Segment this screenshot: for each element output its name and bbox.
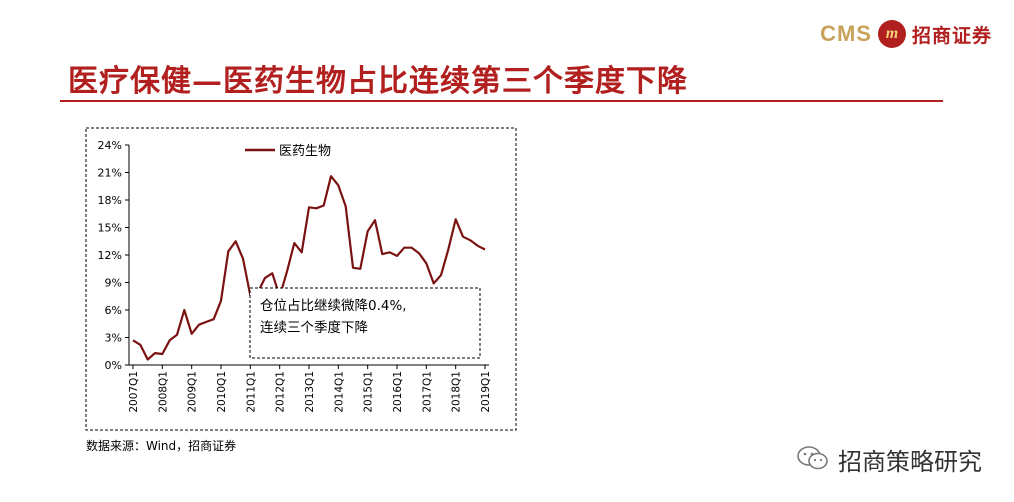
annotation-line1: 仓位占比继续微降0.4%,	[260, 298, 407, 314]
x-tick-label: 2010Q1	[216, 371, 228, 413]
chart-frame	[85, 127, 517, 431]
x-axis: 2007Q1 2008Q1 2009Q1 2010Q1 2011Q1 2012Q1 2013…	[128, 364, 492, 413]
y-tick-label: 18%	[98, 194, 122, 207]
x-tick-label: 2014Q1	[333, 371, 345, 413]
y-tick-label: 9%	[105, 277, 122, 290]
x-tick-label: 2018Q1	[451, 371, 463, 413]
y-tick-label: 0%	[105, 359, 122, 372]
logo-badge-icon: m	[877, 20, 906, 48]
x-tick-label: 2007Q1	[128, 371, 140, 413]
x-tick-label: 2012Q1	[275, 371, 287, 413]
y-tick-label: 3%	[105, 332, 122, 345]
series-group	[132, 175, 486, 361]
brand-logo: CMS m 招商证券	[820, 20, 992, 48]
page-title: 医疗保健—医药生物占比连续第三个季度下降	[68, 64, 688, 99]
x-tick-label: 2019Q1	[480, 371, 492, 413]
footer-brand-text: 招商策略研究	[838, 448, 982, 476]
y-tick-label: 15%	[98, 222, 122, 235]
x-tick-label: 2015Q1	[363, 371, 375, 413]
y-tick-label: 21%	[98, 167, 122, 180]
y-tick-label: 24%	[98, 139, 122, 152]
annotation-box: 仓位占比继续微降0.4%, 连续三个季度下降	[249, 287, 481, 359]
y-tick-label: 12%	[98, 249, 122, 262]
x-tick-label: 2008Q1	[157, 371, 169, 413]
series-line-yiyaoshengwu	[132, 175, 486, 361]
annotation-frame	[249, 287, 481, 359]
x-tick-label: 2013Q1	[304, 371, 316, 413]
x-tick-label: 2017Q1	[421, 371, 433, 413]
legend-label: 医药生物	[279, 144, 331, 159]
logo-text: CMS	[820, 21, 872, 46]
x-tick-label: 2009Q1	[187, 371, 199, 413]
footer-brand: 招商策略研究	[796, 442, 982, 477]
y-axis: 0% 3% 6% 9% 12% 15% 18% 21% 24%	[98, 139, 130, 372]
y-tick-label: 6%	[105, 304, 122, 317]
wechat-icon	[796, 444, 830, 476]
x-tick-label: 2011Q1	[245, 371, 257, 413]
legend: 医药生物	[245, 144, 331, 159]
title-divider	[60, 100, 943, 102]
logo-company: 招商证券	[911, 24, 992, 47]
source-note: 数据来源：Wind，招商证券	[86, 439, 237, 453]
annotation-line2: 连续三个季度下降	[260, 320, 368, 336]
x-tick-label: 2016Q1	[392, 371, 404, 413]
